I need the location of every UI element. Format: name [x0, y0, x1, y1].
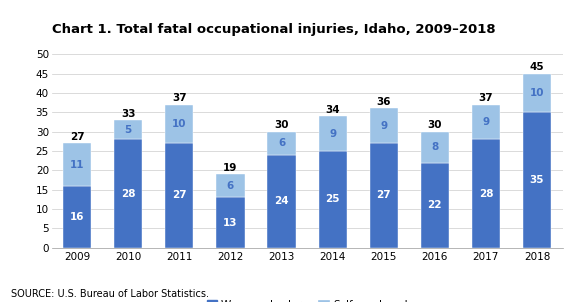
- Text: 36: 36: [377, 97, 391, 107]
- Bar: [216, 198, 245, 248]
- Text: 9: 9: [329, 129, 336, 139]
- Text: 10: 10: [530, 88, 544, 98]
- Text: 28: 28: [479, 188, 493, 198]
- Text: 11: 11: [70, 159, 84, 169]
- Bar: [63, 186, 91, 248]
- Bar: [421, 132, 449, 162]
- Text: 6: 6: [278, 138, 285, 148]
- Text: 34: 34: [325, 105, 340, 115]
- Bar: [319, 151, 347, 248]
- Text: 30: 30: [428, 120, 442, 130]
- Bar: [216, 174, 245, 198]
- Text: 45: 45: [530, 62, 544, 72]
- Text: 5: 5: [125, 125, 132, 135]
- Bar: [523, 112, 551, 248]
- Text: 9: 9: [380, 121, 387, 131]
- Text: 13: 13: [223, 217, 238, 227]
- Bar: [370, 143, 398, 248]
- Bar: [472, 104, 500, 140]
- Bar: [523, 74, 551, 112]
- Bar: [165, 143, 193, 248]
- Text: Chart 1. Total fatal occupational injuries, Idaho, 2009–2018: Chart 1. Total fatal occupational injuri…: [52, 23, 495, 36]
- Text: 8: 8: [431, 142, 439, 152]
- Text: 9: 9: [482, 117, 490, 127]
- Bar: [63, 143, 91, 186]
- Text: 37: 37: [479, 93, 493, 103]
- Text: 35: 35: [530, 175, 544, 185]
- Text: 25: 25: [325, 194, 340, 204]
- Text: SOURCE: U.S. Bureau of Labor Statistics.: SOURCE: U.S. Bureau of Labor Statistics.: [11, 289, 210, 299]
- Bar: [114, 140, 142, 248]
- Legend: Wage and salary, Self-employed: Wage and salary, Self-employed: [203, 295, 412, 302]
- Bar: [421, 162, 449, 248]
- Bar: [165, 104, 193, 143]
- Text: 27: 27: [70, 132, 84, 142]
- Bar: [114, 120, 142, 140]
- Text: 27: 27: [172, 191, 187, 201]
- Text: 24: 24: [274, 196, 289, 206]
- Text: 28: 28: [121, 188, 135, 198]
- Text: 19: 19: [223, 163, 238, 173]
- Bar: [319, 116, 347, 151]
- Text: 10: 10: [172, 119, 187, 129]
- Text: 33: 33: [121, 108, 135, 118]
- Bar: [267, 155, 296, 248]
- Bar: [267, 132, 296, 155]
- Text: 6: 6: [227, 181, 234, 191]
- Text: 22: 22: [428, 200, 442, 210]
- Text: 16: 16: [70, 212, 84, 222]
- Text: 27: 27: [377, 191, 391, 201]
- Text: 30: 30: [274, 120, 289, 130]
- Bar: [472, 140, 500, 248]
- Text: 37: 37: [172, 93, 187, 103]
- Bar: [370, 108, 398, 143]
